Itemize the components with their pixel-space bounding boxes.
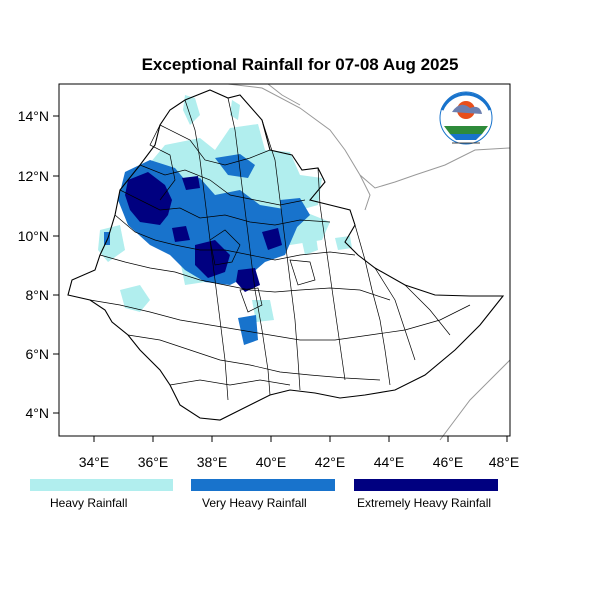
x-tick-label: 44°E: [374, 454, 405, 470]
legend-swatch-very-heavy: [191, 479, 335, 491]
x-tick-label: 40°E: [256, 454, 287, 470]
country-boundary: [67, 89, 505, 421]
legend-label-very-heavy: Very Heavy Rainfall: [202, 496, 307, 510]
legend-label-heavy: Heavy Rainfall: [50, 496, 128, 510]
y-tick-label: 14°N: [18, 108, 49, 124]
x-tick-label: 48°E: [489, 454, 520, 470]
y-tick-label: 4°N: [26, 405, 50, 421]
coastline-and-borders: [227, 83, 511, 441]
legend-swatch-heavy: [30, 479, 173, 491]
x-tick-label: 42°E: [315, 454, 346, 470]
x-tick-label: 38°E: [197, 454, 228, 470]
zone-boundaries: [89, 97, 471, 401]
rainfall-shading: [98, 95, 352, 345]
institute-logo: [439, 91, 493, 145]
x-tick-label: 34°E: [79, 454, 110, 470]
x-axis-ticks: [93, 436, 508, 442]
plot-frame: [58, 83, 511, 437]
y-tick-label: 8°N: [26, 287, 50, 303]
y-axis-ticks: [53, 115, 59, 414]
legend-label-extremely-heavy: Extremely Heavy Rainfall: [357, 496, 492, 510]
x-tick-label: 46°E: [433, 454, 464, 470]
y-tick-label: 10°N: [18, 228, 49, 244]
y-tick-label: 12°N: [18, 168, 49, 184]
legend-swatch-extremely-heavy: [354, 479, 498, 491]
map-title: Exceptional Rainfall for 07-08 Aug 2025: [141, 55, 459, 74]
x-tick-label: 36°E: [138, 454, 169, 470]
y-tick-label: 6°N: [26, 346, 50, 362]
